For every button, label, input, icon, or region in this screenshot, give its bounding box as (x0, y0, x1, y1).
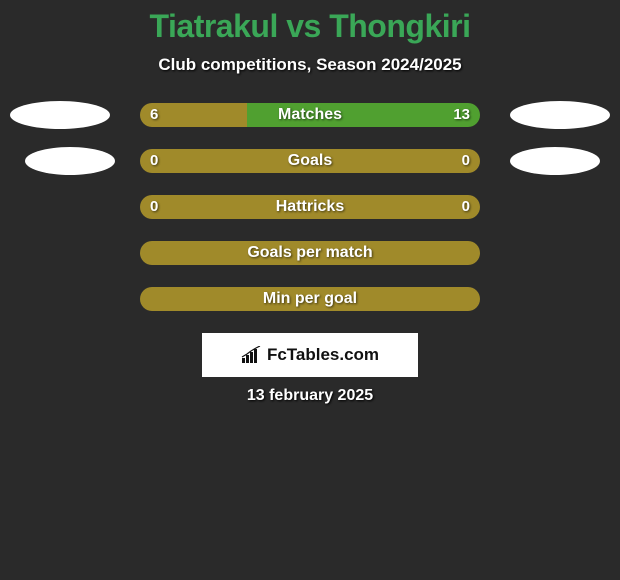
brand-text: FcTables.com (267, 345, 379, 365)
brand-box: FcTables.com (202, 333, 418, 377)
stat-row: Goals00 (0, 149, 620, 173)
date-text: 13 february 2025 (0, 387, 620, 405)
bar-track (140, 103, 480, 127)
page-title: Tiatrakul vs Thongkiri (0, 8, 620, 45)
bar-fill-right (247, 103, 480, 127)
bar-track (140, 195, 480, 219)
subtitle: Club competitions, Season 2024/2025 (0, 55, 620, 75)
stat-rows: Matches613 Goals00 Hattricks00 Goals per ma… (0, 103, 620, 311)
bar-fill-left (140, 195, 480, 219)
bar-fill-left (140, 103, 247, 127)
bar-track (140, 287, 480, 311)
comparison-infographic: Tiatrakul vs Thongkiri Club competitions… (0, 0, 620, 405)
stat-row: Matches613 (0, 103, 620, 127)
bar-fill-left (140, 241, 480, 265)
bar-chart-icon (241, 346, 261, 364)
stat-row: Hattricks00 (0, 195, 620, 219)
stat-row: Min per goal (0, 287, 620, 311)
stat-row: Goals per match (0, 241, 620, 265)
bar-fill-left (140, 287, 480, 311)
bar-fill-left (140, 149, 480, 173)
bar-track (140, 241, 480, 265)
bar-track (140, 149, 480, 173)
